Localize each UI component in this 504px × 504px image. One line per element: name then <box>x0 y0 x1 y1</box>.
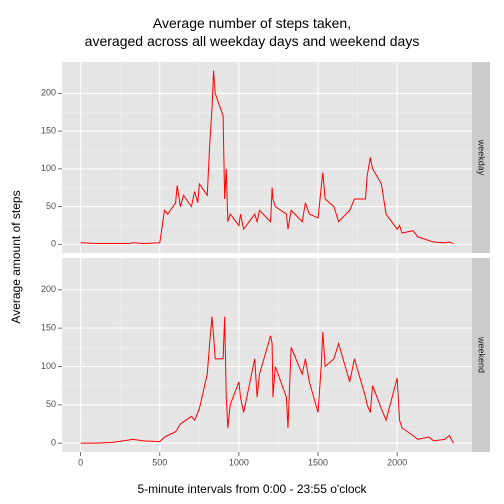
x-tick-label: 1000 <box>229 457 249 467</box>
facet-strip <box>472 62 490 253</box>
y-tick-label: 100 <box>41 163 56 173</box>
y-tick-label: 150 <box>41 323 56 333</box>
y-tick-label: 50 <box>46 399 56 409</box>
y-axis-label: Average amount of steps <box>9 190 23 323</box>
chart-title: Average number of steps taken, averaged … <box>84 15 420 49</box>
facet-strip <box>472 258 490 452</box>
facet-label: weekday <box>477 139 487 176</box>
x-tick-label: 0 <box>78 457 83 467</box>
x-tick-label: 1500 <box>308 457 328 467</box>
data-line <box>80 70 454 245</box>
y-tick-label: 0 <box>51 239 56 249</box>
y-tick-label: 0 <box>51 438 56 448</box>
y-tick-label: 200 <box>41 88 56 98</box>
y-tick-label: 50 <box>46 201 56 211</box>
facet-label: weekend <box>477 336 487 373</box>
y-tick-label: 100 <box>41 361 56 371</box>
panel-background <box>62 258 472 452</box>
data-line <box>80 316 454 444</box>
x-tick-label: 500 <box>152 457 167 467</box>
y-tick-label: 150 <box>41 125 56 135</box>
panel-background <box>62 62 472 253</box>
x-tick-label: 2000 <box>387 457 407 467</box>
x-axis-label: 5-minute intervals from 0:00 - 23:55 o'c… <box>137 482 367 496</box>
y-tick-label: 200 <box>41 284 56 294</box>
